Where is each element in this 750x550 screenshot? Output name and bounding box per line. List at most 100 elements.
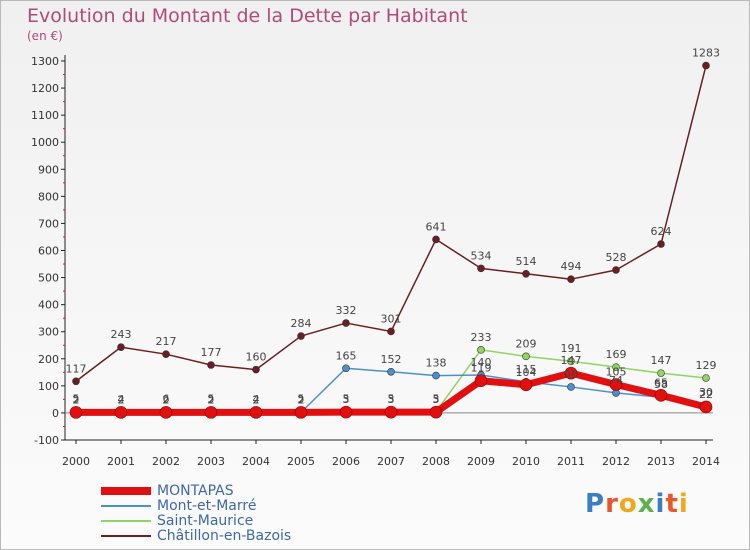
data-label: 117: [66, 362, 87, 375]
legend-label: MONTAPAS: [157, 483, 234, 499]
data-label: 140: [471, 356, 492, 369]
data-label: 74: [609, 374, 623, 387]
logo-letter: P: [585, 489, 606, 519]
y-tick-label: 600: [38, 245, 59, 258]
data-point: [432, 235, 440, 244]
legend-label: Châtillon-en-Bazois: [157, 528, 292, 544]
data-label: 332: [336, 304, 357, 317]
legend-swatch: [101, 535, 151, 537]
y-tick-label: 100: [38, 380, 59, 393]
data-point: [387, 367, 395, 376]
data-label: 147: [651, 354, 672, 367]
data-label: 58: [654, 378, 668, 391]
legend-label: Saint-Maurice: [157, 513, 254, 529]
legend-swatch: [101, 487, 151, 495]
data-label: 2: [208, 393, 215, 406]
data-label: 2: [253, 393, 260, 406]
logo-letter: i: [655, 489, 666, 519]
data-label: 2: [298, 393, 305, 406]
data-point: [657, 369, 665, 377]
data-point: [474, 374, 488, 388]
data-label: 4: [253, 393, 260, 406]
x-tick-label: 2013: [647, 455, 675, 468]
data-label: 284: [291, 317, 312, 330]
logo-letter: t: [665, 489, 679, 519]
data-label: 514: [516, 255, 537, 268]
data-point: [342, 364, 350, 373]
y-tick-label: 0: [52, 407, 59, 420]
y-tick-label: 300: [38, 326, 59, 339]
data-label: 3: [433, 393, 440, 406]
data-label: 115: [516, 363, 537, 376]
x-tick-label: 2014: [692, 455, 720, 468]
data-point: [567, 357, 575, 366]
data-point: [612, 363, 620, 371]
logo-letter: o: [618, 489, 638, 519]
data-point: [612, 266, 620, 274]
data-label: 6: [163, 392, 170, 405]
data-point: [477, 264, 485, 273]
x-tick-label: 2008: [422, 455, 450, 468]
data-point: [657, 240, 665, 248]
y-tick-label: 1100: [31, 109, 59, 122]
data-point: [567, 383, 575, 391]
data-label: 2: [163, 393, 170, 406]
y-tick-label: 400: [38, 299, 59, 312]
y-tick-label: 900: [38, 163, 59, 176]
y-tick-label: 1200: [31, 82, 59, 95]
x-tick-label: 2004: [242, 455, 270, 468]
data-point: [432, 371, 440, 380]
data-point: [522, 269, 530, 278]
x-tick-label: 2012: [602, 455, 630, 468]
data-point: [72, 377, 80, 386]
data-point: [387, 327, 395, 336]
data-point: [519, 378, 533, 392]
data-label: 138: [426, 357, 447, 370]
data-point: [162, 350, 170, 358]
logo-letter: r: [605, 489, 619, 519]
data-point: [429, 405, 443, 419]
data-label: 2: [163, 393, 170, 406]
x-tick-label: 2011: [557, 455, 585, 468]
data-label: 528: [606, 251, 627, 264]
data-label: 624: [651, 225, 672, 238]
data-label: 2: [298, 393, 305, 406]
data-point: [699, 400, 713, 414]
data-point: [339, 405, 353, 419]
x-tick-label: 2002: [152, 455, 180, 468]
data-point: [159, 406, 173, 419]
x-tick-label: 2006: [332, 455, 360, 468]
data-label: 169: [606, 348, 627, 361]
data-point: [609, 378, 623, 391]
x-tick-label: 2010: [512, 455, 540, 468]
data-label: 105: [606, 366, 627, 379]
data-point: [69, 406, 83, 419]
data-label: 30: [699, 386, 713, 399]
series-lines: [69, 61, 713, 419]
data-label: 534: [471, 249, 492, 262]
data-label: 152: [381, 353, 402, 366]
data-label: 243: [111, 328, 132, 341]
x-tick-label: 2001: [107, 455, 135, 468]
data-label: 5: [73, 393, 80, 406]
data-label: 5: [208, 393, 215, 406]
x-tick-label: 2000: [62, 455, 90, 468]
x-tick-label: 2003: [197, 455, 225, 468]
data-label: 301: [381, 312, 402, 325]
data-point: [522, 352, 530, 361]
data-label: 2: [118, 393, 125, 406]
x-tick-label: 2009: [467, 455, 495, 468]
proxiti-logo: Proxiti: [585, 489, 689, 519]
data-point: [342, 319, 350, 327]
data-label: 233: [471, 331, 492, 344]
y-tick-label: 800: [38, 190, 59, 203]
data-label: 160: [246, 351, 267, 364]
logo-letter: x: [637, 489, 656, 519]
data-point: [654, 389, 668, 402]
data-label: 5: [388, 393, 395, 406]
data-point: [204, 406, 218, 419]
legend-label: Mont-et-Marré: [157, 498, 257, 514]
